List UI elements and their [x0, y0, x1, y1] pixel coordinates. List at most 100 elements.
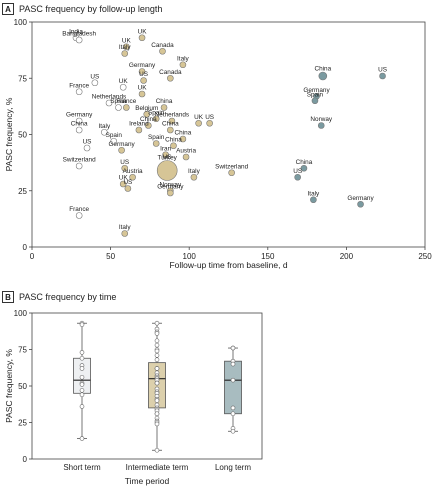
- point-label: China: [71, 121, 88, 128]
- data-point: [138, 68, 146, 75]
- panel-a-letter: A: [2, 3, 14, 15]
- y-tick-label: 50: [18, 382, 27, 391]
- data-point: [379, 72, 386, 80]
- y-tick-label: 25: [18, 419, 27, 428]
- point-label: Spain: [106, 132, 123, 139]
- panel-b-title: PASC frequency by time: [19, 292, 117, 302]
- data-point: [121, 50, 129, 57]
- box-point: [79, 388, 85, 393]
- point-label: Netherlands: [92, 94, 126, 101]
- x-tick-label: 250: [418, 252, 432, 261]
- data-point: [145, 122, 152, 129]
- data-point: [228, 169, 235, 177]
- data-point: [152, 115, 160, 123]
- point-label: US: [378, 67, 387, 74]
- data-point: [119, 180, 127, 188]
- data-point: [123, 104, 130, 111]
- y-tick-label: 75: [18, 346, 27, 355]
- data-point: [317, 122, 325, 129]
- x-tick-label: 150: [261, 252, 275, 261]
- data-point: [138, 90, 146, 98]
- data-point: [105, 99, 113, 107]
- point-label: Italy: [119, 44, 132, 51]
- point-label: Spain: [110, 98, 127, 105]
- point-label: US: [205, 114, 214, 121]
- data-point: [182, 153, 190, 161]
- data-point: [310, 196, 317, 204]
- data-point: [119, 83, 127, 91]
- box-point: [154, 331, 160, 336]
- point-label: Bangladesh: [62, 31, 96, 38]
- data-point: [318, 71, 328, 81]
- point-label: US: [83, 139, 92, 146]
- box-point: [230, 405, 236, 411]
- y-tick-label: 75: [18, 74, 27, 83]
- point-label: UK: [138, 28, 148, 35]
- data-point: [83, 144, 91, 152]
- point-label: Netherlands: [155, 112, 189, 119]
- x-axis-title: Follow-up time from baseline, d: [169, 260, 287, 270]
- data-point: [143, 110, 151, 118]
- data-point: [190, 173, 198, 181]
- data-point: [75, 88, 83, 96]
- y-tick-label: 100: [14, 18, 28, 27]
- data-point: [75, 212, 83, 219]
- panel-a-header: A PASC frequency by follow-up length: [2, 2, 162, 16]
- data-point: [121, 164, 129, 172]
- point-label: Norway: [160, 181, 182, 188]
- box-point: [79, 322, 85, 327]
- box-point: [230, 411, 236, 417]
- y-tick-label: 25: [18, 187, 27, 196]
- data-point: [138, 34, 146, 42]
- box-point: [79, 382, 85, 387]
- point-label: China: [296, 159, 313, 166]
- box-point: [79, 374, 85, 380]
- data-point: [206, 119, 213, 127]
- point-label: UK: [119, 175, 129, 182]
- point-label: Iran: [160, 145, 171, 152]
- box-point: [230, 345, 236, 351]
- data-point: [75, 117, 83, 125]
- point-label: India: [69, 28, 83, 35]
- point-label: France: [69, 82, 89, 89]
- box-point: [79, 392, 85, 398]
- point-label: Canada: [151, 42, 174, 49]
- point-label: China: [140, 116, 157, 123]
- point-label: US: [90, 73, 99, 80]
- point-label: China: [314, 66, 331, 73]
- data-point: [294, 173, 301, 181]
- y-axis-title: PASC frequency, %: [4, 97, 14, 171]
- point-label: Germany: [108, 141, 135, 148]
- point-label: Switzerland: [63, 157, 96, 164]
- data-point: [124, 185, 132, 192]
- data-point: [91, 79, 99, 87]
- box-point: [154, 447, 160, 453]
- y-tick-label: 0: [23, 243, 28, 252]
- box-point: [79, 404, 85, 409]
- point-label: China: [175, 130, 192, 137]
- data-point: [160, 104, 168, 111]
- category-label: Intermediate term: [126, 463, 189, 472]
- box-point: [154, 338, 160, 344]
- point-label: Austria: [123, 168, 143, 175]
- box-point: [154, 357, 160, 363]
- data-point: [179, 135, 187, 143]
- point-label: France: [116, 98, 136, 105]
- data-point: [101, 128, 108, 136]
- box-point: [154, 320, 160, 326]
- point-label: US: [163, 154, 172, 161]
- data-point: [129, 173, 136, 181]
- point-label: US: [293, 168, 302, 175]
- box-chart: 0 25 50 75 100 Time period PASC frequency, % Sh…: [4, 309, 263, 486]
- data-point: [156, 160, 178, 181]
- point-label: UK: [138, 85, 148, 92]
- point-label: Spain: [148, 109, 165, 116]
- box-point: [154, 380, 160, 386]
- y-tick-label: 100: [14, 309, 28, 318]
- box-point: [154, 348, 160, 354]
- data-point: [167, 74, 174, 82]
- data-point: [167, 189, 174, 197]
- x-tick-label: 50: [106, 252, 115, 261]
- data-point: [357, 200, 364, 208]
- point-label: Belgium: [135, 105, 158, 112]
